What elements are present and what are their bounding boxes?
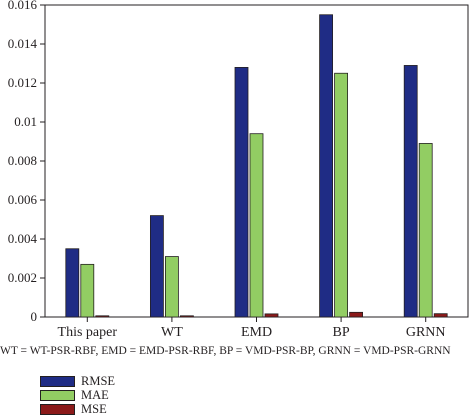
- footnote: WT = WT-PSR-RBF, EMD = EMD-PSR-RBF, BP =…: [0, 345, 451, 357]
- x-tick-label: EMD: [241, 325, 272, 340]
- bar-mae: [334, 72, 349, 318]
- plot-area: 0 0.002 0.004 0.006 0.008 0.01 0.012 0.014 0.016…: [8, 0, 469, 340]
- y-tick-label: 0.008: [8, 153, 37, 168]
- bar-mae: [249, 133, 264, 318]
- legend-item-mse: MSE: [40, 402, 115, 416]
- bar-mse: [433, 313, 448, 318]
- legend-swatch-rmse: [40, 375, 75, 387]
- x-tick-label: This paper: [58, 325, 118, 340]
- bar-mae: [418, 143, 433, 318]
- bar-mse: [179, 315, 194, 318]
- bar-mse: [264, 313, 279, 318]
- bar-rmse: [65, 248, 80, 318]
- bar-mse: [95, 315, 110, 318]
- y-tick-label: 0.014: [8, 36, 38, 51]
- y-tick-label: 0.002: [8, 270, 37, 285]
- bar-mae: [80, 263, 95, 318]
- legend-label-mse: MSE: [81, 402, 107, 416]
- bar-rmse: [403, 65, 418, 318]
- legend-item-mae: MAE: [40, 388, 115, 402]
- bar-rmse: [319, 14, 334, 318]
- y-tick-label: 0.004: [8, 231, 38, 246]
- x-tick-label: WT: [161, 325, 183, 340]
- bar-rmse: [234, 67, 249, 318]
- y-tick-label: 0.016: [8, 0, 38, 12]
- bar-chart: 0 0.002 0.004 0.006 0.008 0.01 0.012 0.014 0.016…: [8, 0, 469, 340]
- y-tick-label: 0.012: [8, 75, 37, 90]
- x-tick-label: GRNN: [406, 325, 446, 340]
- legend-swatch-mse: [40, 403, 75, 415]
- legend-swatch-mae: [40, 389, 75, 401]
- x-tick-label: BP: [333, 325, 350, 340]
- bar-mae: [164, 256, 179, 318]
- bar-mse: [349, 311, 364, 318]
- y-tick-label: 0.01: [14, 114, 37, 129]
- bar-rmse: [149, 215, 164, 318]
- legend: RMSE MAE MSE: [40, 374, 115, 416]
- y-tick-label: 0: [31, 309, 38, 324]
- legend-label-mae: MAE: [81, 388, 109, 402]
- y-tick-label: 0.006: [8, 192, 38, 207]
- legend-label-rmse: RMSE: [81, 374, 116, 388]
- legend-item-rmse: RMSE: [40, 374, 115, 388]
